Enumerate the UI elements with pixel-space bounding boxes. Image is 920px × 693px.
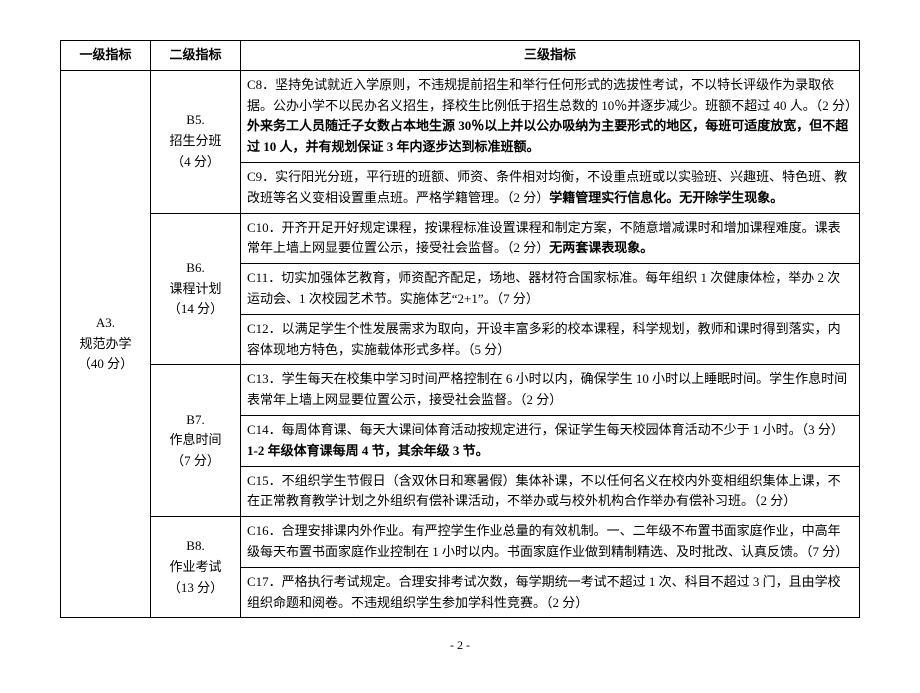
b7-cell: B7.作息时间（7 分） [151, 365, 241, 517]
c14-cell: C14．每周体育课、每天大课间体育活动按规定进行，保证学生每天校园体育活动不少于… [241, 415, 860, 466]
c11-cell: C11．切实加强体艺教育，师资配齐配足，场地、器材符合国家标准。每年组织 1 次… [241, 264, 860, 315]
indicator-table: 一级指标 二级指标 三级指标 A3.规范办学（40 分） B5.招生分班（4 分… [60, 40, 860, 618]
a3-cell: A3.规范办学（40 分） [61, 70, 151, 618]
page-number: - 2 - [60, 638, 860, 653]
b6-cell: B6.课程计划（14 分） [151, 213, 241, 365]
c15-cell: C15．不组织学生节假日（含双休日和寒暑假）集体补课，不以任何名义在校内外变相组… [241, 466, 860, 517]
c10-cell: C10．开齐开足开好规定课程，按课程标准设置课程和制定方案，不随意增减课时和增加… [241, 213, 860, 264]
c8-cell: C8．坚持免试就近入学原则，不违规提前招生和举行任何形式的选拔性考试，不以特长评… [241, 70, 860, 162]
b8-cell: B8.作业考试（13 分） [151, 517, 241, 618]
c12-cell: C12．以满足学生个性发展需求为取向，开设丰富多彩的校本课程，科学规划，教师和课… [241, 314, 860, 365]
header-level3: 三级指标 [241, 41, 860, 71]
c17-cell: C17．严格执行考试规定。合理安排考试次数，每学期统一考试不超过 1 次、科目不… [241, 567, 860, 618]
header-level2: 二级指标 [151, 41, 241, 71]
b5-cell: B5.招生分班（4 分） [151, 70, 241, 213]
c13-cell: C13．学生每天在校集中学习时间严格控制在 6 小时以内，确保学生 10 小时以… [241, 365, 860, 416]
c9-cell: C9．实行阳光分班，平行班的班额、师资、条件相对均衡，不设重点班或以实验班、兴趣… [241, 162, 860, 213]
header-level1: 一级指标 [61, 41, 151, 71]
c16-cell: C16．合理安排课内外作业。有严控学生作业总量的有效机制。一、二年级不布置书面家… [241, 517, 860, 568]
